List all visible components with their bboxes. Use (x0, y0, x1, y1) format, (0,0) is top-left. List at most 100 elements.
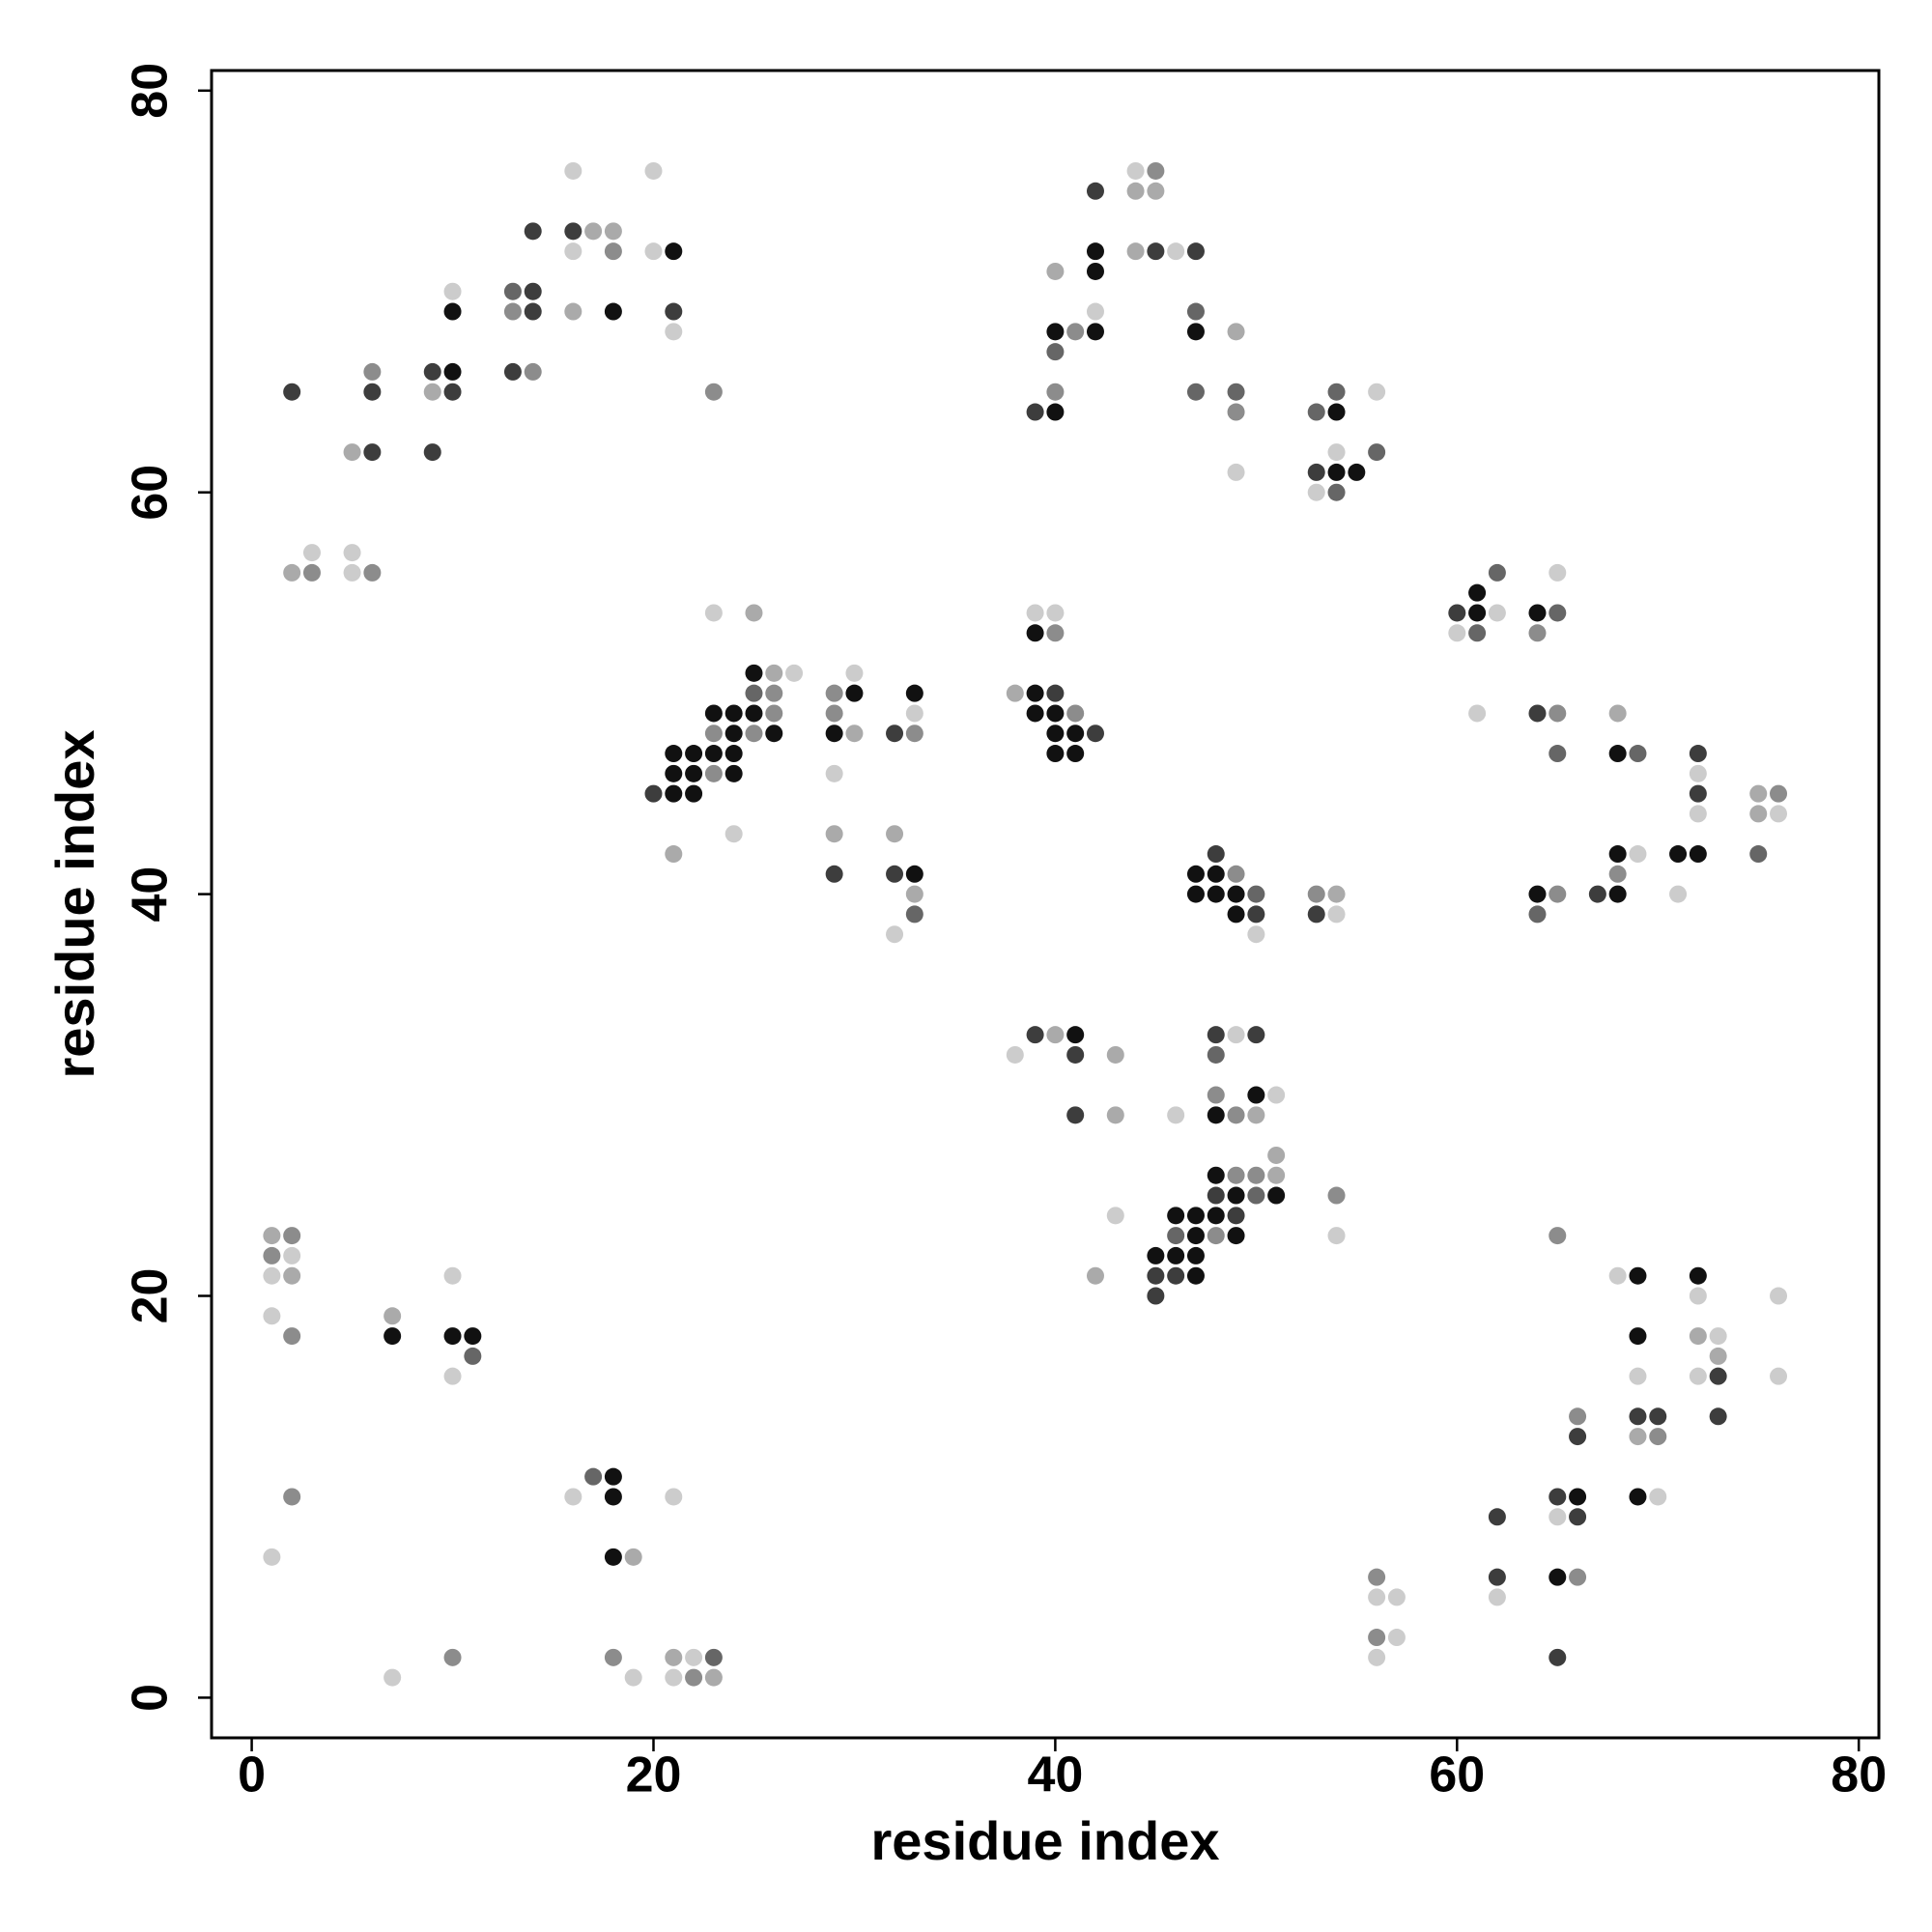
point (1066, 323, 1085, 341)
point (745, 704, 763, 723)
point (665, 784, 683, 803)
point (1086, 1266, 1104, 1285)
point (1227, 1026, 1245, 1044)
point (1227, 323, 1245, 341)
point (1227, 1106, 1245, 1124)
point (1629, 1266, 1647, 1285)
point (905, 905, 923, 923)
point (1106, 1045, 1124, 1064)
point (443, 1266, 462, 1285)
point (1167, 242, 1185, 261)
point (384, 1668, 402, 1687)
point (1327, 1227, 1346, 1245)
point (1066, 1106, 1085, 1124)
point (704, 604, 723, 622)
point (1749, 845, 1768, 864)
point (825, 865, 843, 883)
point (604, 222, 622, 241)
point (886, 724, 904, 743)
point (1227, 1227, 1245, 1245)
point (886, 825, 904, 843)
point (1368, 1588, 1386, 1606)
point (825, 825, 843, 843)
point (624, 1548, 642, 1566)
point (1086, 302, 1104, 321)
point (1608, 845, 1627, 864)
point (1186, 865, 1205, 883)
point (724, 724, 743, 743)
point (1046, 262, 1065, 280)
point (1468, 624, 1487, 642)
y-tick-label: 0 (123, 1684, 179, 1712)
point (423, 443, 441, 462)
point (1186, 1207, 1205, 1225)
point (1066, 745, 1085, 763)
point (665, 302, 683, 321)
point (423, 362, 441, 381)
point (283, 563, 301, 582)
point (1147, 1266, 1165, 1285)
point (1026, 704, 1044, 723)
point (1629, 1488, 1647, 1506)
point (1569, 1428, 1587, 1446)
point (1086, 182, 1104, 200)
point (685, 1648, 703, 1666)
point (1227, 1166, 1245, 1184)
point (1669, 845, 1688, 864)
point (1468, 583, 1487, 602)
point (905, 865, 923, 883)
point (1649, 1407, 1667, 1426)
point (1026, 1026, 1044, 1044)
point (1488, 1568, 1506, 1586)
point (1247, 1166, 1265, 1184)
point (443, 1648, 462, 1666)
point (564, 302, 582, 321)
point (1488, 1508, 1506, 1526)
point (724, 825, 743, 843)
point (464, 1327, 482, 1346)
point (1167, 1246, 1185, 1264)
point (1307, 403, 1325, 421)
point (1368, 383, 1386, 401)
point (1608, 1266, 1627, 1285)
point (1186, 242, 1205, 261)
point (524, 222, 542, 241)
point (1147, 242, 1165, 261)
point (1106, 1207, 1124, 1225)
point (1528, 624, 1547, 642)
point (503, 302, 522, 321)
point (343, 563, 361, 582)
point (765, 724, 783, 743)
point (604, 1488, 622, 1506)
point (1026, 604, 1044, 622)
point (302, 563, 321, 582)
point (765, 664, 783, 682)
point (1307, 905, 1325, 923)
point (302, 544, 321, 562)
point (1588, 885, 1606, 903)
point (1046, 383, 1065, 401)
point (1227, 463, 1245, 481)
point (283, 1246, 301, 1264)
point (1227, 403, 1245, 421)
point (1629, 1407, 1647, 1426)
point (1307, 483, 1325, 501)
point (1207, 1166, 1225, 1184)
point (1086, 323, 1104, 341)
point (1086, 724, 1104, 743)
point (765, 704, 783, 723)
point (1548, 563, 1567, 582)
point (1247, 1106, 1265, 1124)
point (1207, 845, 1225, 864)
point (263, 1548, 281, 1566)
point (343, 544, 361, 562)
point (363, 362, 382, 381)
point (1046, 403, 1065, 421)
point (584, 222, 603, 241)
point (1227, 383, 1245, 401)
point (604, 1548, 622, 1566)
point (665, 745, 683, 763)
point (704, 704, 723, 723)
point (263, 1266, 281, 1285)
